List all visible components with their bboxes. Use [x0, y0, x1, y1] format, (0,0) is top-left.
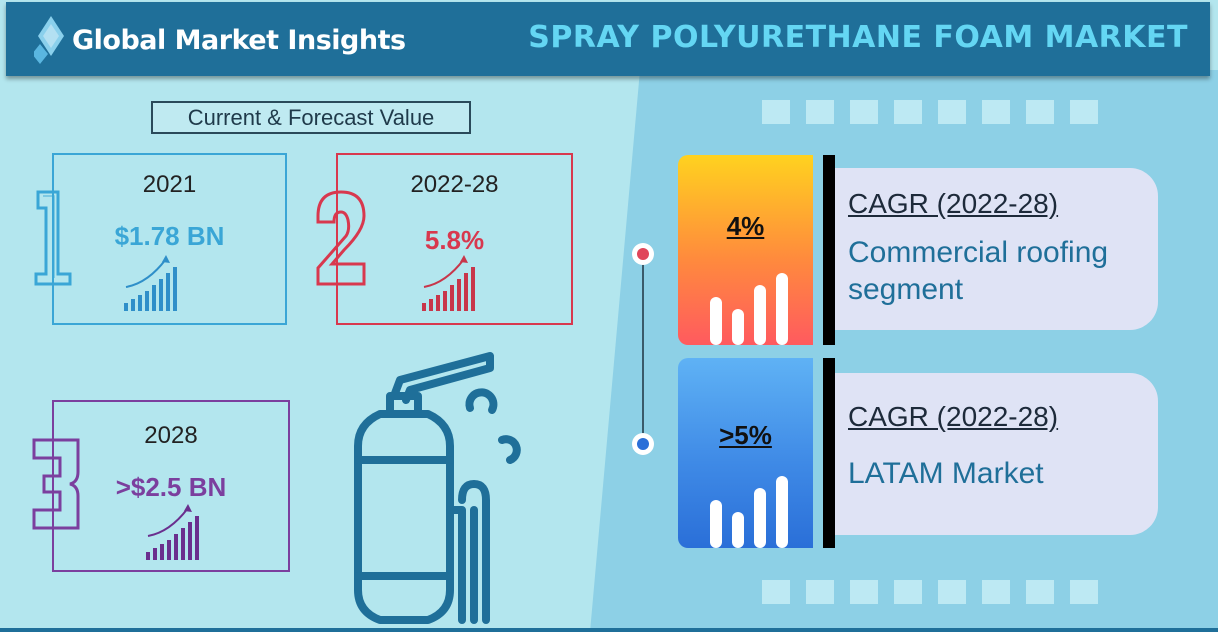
card-value: $1.78 BN: [114, 221, 225, 251]
logo: Global Market Insights: [34, 14, 406, 66]
stat-panel-commercial-roofing: CAGR (2022-28) Commercial roofing segmen…: [830, 168, 1158, 330]
divider-bar: [823, 358, 835, 548]
timeline-dot-icon: [637, 248, 649, 260]
decorative-squares-top: [762, 100, 1098, 124]
stat-panel-latam: CAGR (2022-28) LATAM Market: [830, 373, 1158, 535]
diamond-logo-icon: [34, 16, 64, 64]
bar-chart-icon: [710, 273, 788, 345]
timeline: [632, 243, 654, 455]
digit-1-outline-icon: [34, 190, 72, 286]
section-subtitle: Current & Forecast Value: [151, 101, 471, 134]
growth-chart-icon: [146, 504, 199, 560]
cagr-label: CAGR (2022-28): [848, 401, 1059, 432]
header-bar: Global Market Insights SPRAY POLYURETHAN…: [6, 2, 1210, 76]
growth-chart-icon: [124, 255, 177, 311]
bar-chart-icon: [710, 476, 788, 548]
card-2021: 2021 $1.78 BN: [52, 153, 287, 325]
card-2022-28: 2022-28 5.8%: [336, 153, 573, 325]
digit-2-outline-icon: [316, 190, 366, 286]
cagr-label: CAGR (2022-28): [848, 188, 1059, 219]
card-year: 2022-28: [410, 171, 499, 198]
stat-box-latam: >5%: [678, 358, 813, 548]
spray-foam-canister-icon: [344, 352, 521, 632]
page-title: SPRAY POLYURETHANE FOAM MARKET: [528, 20, 1188, 55]
stat-value: 4%: [726, 211, 765, 241]
divider-bar: [823, 155, 835, 345]
segment-label: LATAM Market: [848, 457, 1044, 490]
card-year: 2028: [144, 422, 198, 449]
logo-text: Global Market Insights: [72, 24, 406, 56]
card-2028: 2028 >$2.5 BN: [52, 400, 290, 572]
growth-chart-icon: [422, 255, 475, 311]
card-value: >$2.5 BN: [115, 472, 227, 502]
segment-label: Commercial roofing segment: [848, 236, 1109, 306]
stat-value: >5%: [719, 420, 772, 450]
card-value: 5.8%: [424, 225, 485, 255]
card-year: 2021: [142, 171, 197, 198]
timeline-dot-icon: [637, 438, 649, 450]
stat-box-commercial-roofing: 4%: [678, 155, 813, 345]
decorative-squares-bottom: [762, 580, 1098, 604]
